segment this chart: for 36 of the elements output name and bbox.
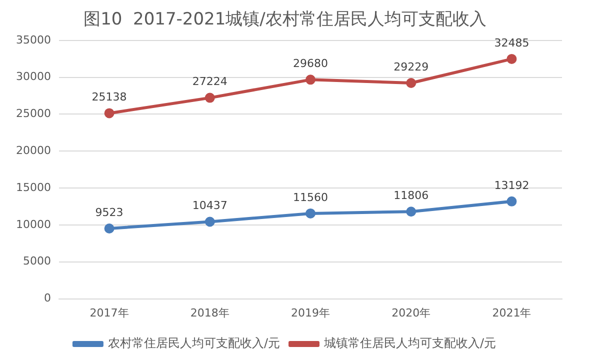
point: [305, 74, 316, 85]
point: [104, 108, 114, 118]
point: [204, 92, 215, 103]
y-tick-label: 0: [44, 292, 51, 305]
legend-label: 城镇常住居民人均可支配收入/元: [323, 336, 496, 350]
data-label: 32485: [494, 36, 530, 50]
point: [506, 196, 517, 206]
data-label: 27224: [192, 75, 228, 88]
chart-title: 图10 2017-2021城镇/农村常住居民人均可支配收入: [84, 10, 486, 30]
data-label: 11560: [292, 190, 328, 204]
y-tick-label: 20000: [16, 144, 51, 157]
y-tick-label: 15000: [16, 180, 51, 194]
x-tick-label: 2021年: [492, 306, 532, 320]
x-tick-label: 2020年: [392, 306, 431, 320]
data-label: 29229: [394, 60, 429, 74]
point: [406, 206, 416, 217]
point: [104, 223, 114, 234]
point: [204, 216, 215, 227]
x-tick-label: 2017年: [90, 306, 129, 320]
point: [406, 78, 416, 88]
y-tick-label: 5000: [22, 254, 51, 268]
data-label: 9523: [95, 206, 124, 219]
point: [305, 208, 316, 218]
data-label: 11806: [394, 188, 429, 202]
point: [506, 54, 517, 64]
legend-label: 农村常住居民人均可支配收入/元: [108, 336, 280, 350]
y-tick-label: 25000: [16, 107, 51, 120]
y-tick-label: 10000: [16, 218, 51, 231]
data-label: 10437: [192, 199, 228, 212]
data-label: 25138: [92, 90, 127, 104]
y-tick-label: 35000: [16, 33, 51, 46]
x-tick-label: 2018年: [190, 306, 230, 320]
data-label: 13192: [494, 178, 530, 192]
y-tick-label: 30000: [16, 70, 51, 84]
x-tick-label: 2019年: [290, 306, 330, 320]
data-label: 29680: [292, 57, 328, 70]
